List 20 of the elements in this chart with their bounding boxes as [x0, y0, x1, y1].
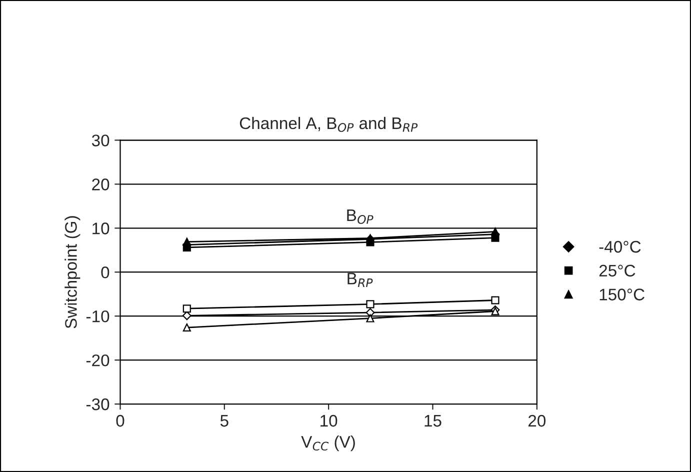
x-tick-label: 15 — [424, 415, 442, 427]
legend-label: 150°C — [600, 288, 644, 300]
y-tick-label: -30 — [86, 398, 110, 410]
x-tick-label: 5 — [220, 415, 228, 427]
annotation: B$_{RP}$ — [348, 272, 373, 288]
x-tick-label: 0 — [116, 414, 124, 427]
annotation: B$_{OP}$ — [347, 210, 374, 224]
y-tick-label: 20 — [92, 178, 110, 190]
y-tick-label: -20 — [86, 354, 110, 366]
y-axis-title: Switchpoint (G) — [64, 216, 80, 328]
legend-label: 25°C — [599, 264, 636, 277]
x-tick-label: 20 — [528, 414, 546, 427]
legend-label: -40°C — [599, 240, 641, 253]
y-tick-label: 0 — [101, 266, 110, 278]
x-axis-title: V$_{CC}$ (V) — [301, 436, 355, 452]
chart-title: Channel A, B$_{OP}$ and B$_{RP}$ — [240, 116, 418, 132]
y-tick-label: 30 — [92, 134, 110, 146]
y-tick-label: 10 — [92, 222, 110, 234]
x-tick-label: 10 — [320, 414, 338, 427]
y-tick-label: -10 — [86, 310, 110, 322]
